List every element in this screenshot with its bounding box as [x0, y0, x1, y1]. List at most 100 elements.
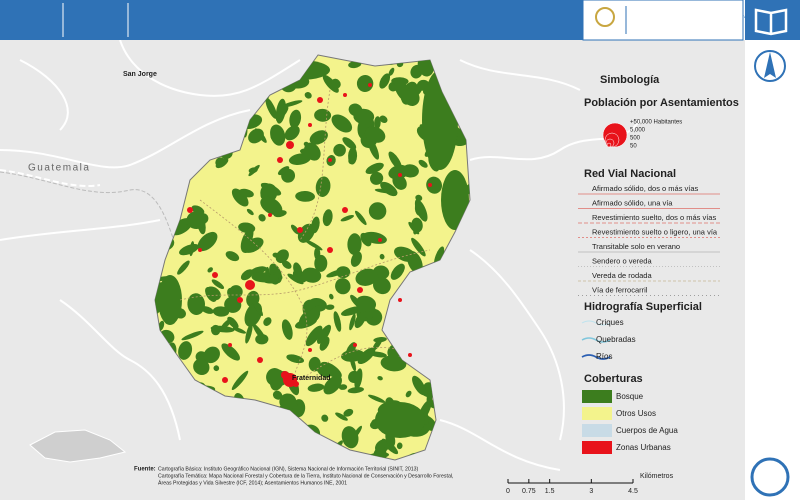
settlement [245, 280, 255, 290]
forest-patch [414, 201, 424, 216]
forest-patch [178, 341, 193, 360]
forest-patch [275, 98, 286, 124]
forest-patch [317, 324, 331, 344]
forest-patch [373, 277, 391, 295]
forest-patch [207, 267, 213, 273]
forest-patch [279, 393, 297, 411]
forest-patch [335, 278, 351, 295]
forest-patch [365, 162, 384, 174]
forest-patch [374, 116, 381, 130]
forest-patch [238, 188, 254, 198]
forest-patch [347, 386, 364, 394]
size-label: 5,000 [630, 128, 646, 134]
forest-patch [307, 383, 325, 392]
source-line: Cartografía Temática: Mapa Nacional Fore… [158, 473, 453, 479]
forest-patch [355, 210, 367, 226]
forest-patch [304, 92, 312, 99]
settlements [187, 83, 432, 387]
forest-patch [155, 300, 162, 316]
forest-patch [240, 228, 254, 251]
forest-patch [388, 67, 395, 76]
forest-patch [357, 347, 376, 365]
forest-patch [275, 249, 289, 264]
country-border [0, 171, 181, 261]
forest-patch [375, 402, 425, 438]
scale-label: 0 [506, 488, 510, 495]
scale-label: 1.5 [545, 488, 555, 495]
road-label: Transitable solo en verano [592, 242, 680, 251]
size-label: 50 [630, 144, 637, 150]
forest-patch [415, 194, 423, 201]
forest-patch [295, 190, 315, 202]
road-label: Sendero o vereda [592, 256, 652, 265]
settlement [281, 371, 289, 379]
forest-patch [224, 296, 242, 313]
forest-patch [353, 108, 375, 125]
forest-patch [294, 317, 318, 329]
forest-patch [368, 202, 387, 220]
cover-label: Otros Usos [616, 409, 656, 418]
forest-patch [158, 275, 182, 325]
forest-patch [270, 124, 286, 146]
settlement [268, 213, 272, 217]
forest-patch [309, 130, 328, 145]
forest-patch [349, 313, 356, 331]
settlement [357, 287, 363, 293]
forest-patch [407, 250, 423, 274]
cover-label: Cuerpos de Agua [616, 426, 678, 435]
forest-patch [325, 304, 335, 310]
forest-patch [225, 251, 240, 262]
forest-patch [260, 186, 270, 200]
forest-patch [231, 188, 249, 207]
forest-patch [317, 259, 323, 270]
forest-patch [281, 319, 293, 340]
settlement [277, 157, 283, 163]
north-arrow [764, 52, 776, 78]
forest-patch [248, 128, 264, 144]
forest-patch [179, 243, 199, 256]
forest-patch [441, 170, 469, 230]
forest-patch [333, 311, 342, 332]
forest-patch [349, 356, 357, 372]
forest-patch [272, 252, 280, 258]
forest-patch [379, 73, 391, 89]
settlement [297, 227, 303, 233]
settlement [308, 348, 312, 352]
forest-patch [304, 239, 323, 251]
forest-patch [396, 442, 403, 450]
logo-box [582, 0, 744, 41]
forest-patch [273, 210, 287, 218]
forest-patch [379, 115, 388, 124]
road-label: Afirmado sólido, una vía [592, 198, 673, 207]
forest-patch [333, 143, 346, 157]
settlement [198, 248, 202, 252]
forest-patch [341, 426, 359, 449]
forest-patch [426, 176, 442, 194]
forest-patch [322, 209, 333, 227]
settlement [293, 381, 299, 387]
road-label: Vereda de rodada [592, 271, 652, 280]
forest-patch [408, 221, 420, 235]
forest-patch [331, 78, 341, 89]
forest-patch [260, 196, 283, 216]
forest-patch [280, 100, 303, 108]
forest-patch [322, 74, 339, 93]
forest-patch [390, 263, 405, 280]
badge-circle [750, 457, 790, 497]
forest-patch [388, 164, 409, 180]
forest-patch [181, 330, 204, 341]
settlement [212, 272, 218, 278]
north-circle [754, 50, 786, 82]
forest-patch [354, 368, 363, 390]
forest-patch [263, 317, 272, 326]
forest-patch [309, 305, 323, 315]
forest-patch [210, 325, 235, 333]
forest-patch [350, 251, 362, 267]
forest-patch [338, 384, 348, 390]
forest-patch [321, 414, 329, 422]
forest-patch [305, 325, 323, 347]
forest-patch [231, 370, 249, 391]
forest-patch [379, 253, 385, 260]
forest-patch [319, 336, 330, 351]
